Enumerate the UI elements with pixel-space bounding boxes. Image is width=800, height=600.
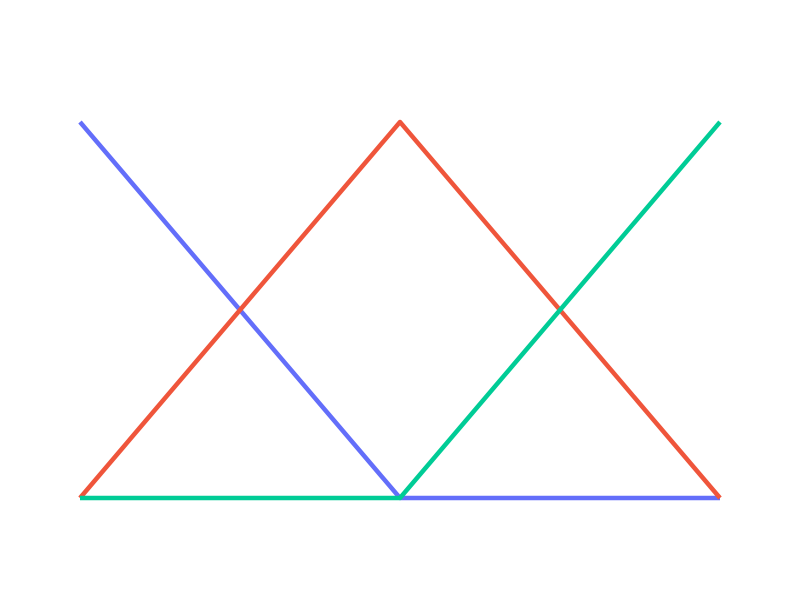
series-layer bbox=[78, 119, 722, 501]
series-line-3 bbox=[80, 120, 722, 501]
series-line-2 bbox=[78, 119, 722, 500]
series-line-1 bbox=[78, 120, 720, 501]
